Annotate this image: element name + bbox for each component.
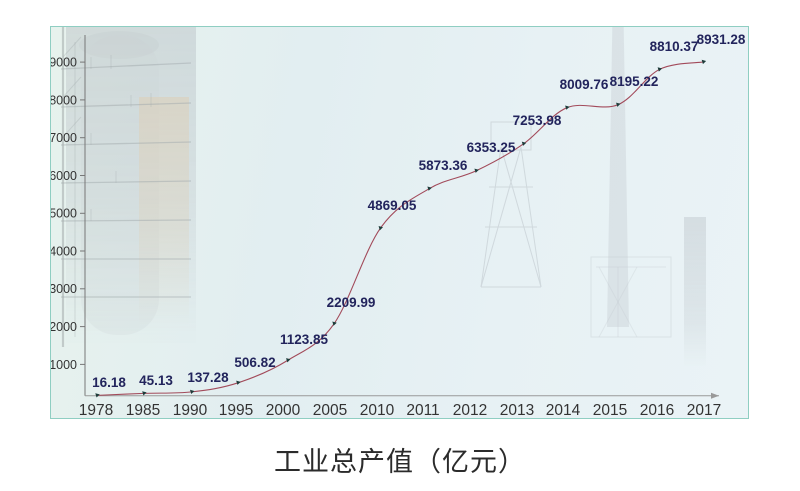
svg-text:8931.28: 8931.28 xyxy=(697,32,746,47)
svg-text:8810.37: 8810.37 xyxy=(650,39,699,54)
svg-text:506.82: 506.82 xyxy=(234,355,275,370)
svg-text:16.18: 16.18 xyxy=(92,375,126,390)
svg-text:4869.05: 4869.05 xyxy=(368,198,417,213)
svg-text:1123.85: 1123.85 xyxy=(280,332,329,347)
svg-text:137.28: 137.28 xyxy=(187,370,229,385)
svg-text:6353.25: 6353.25 xyxy=(467,140,516,155)
svg-text:7253.98: 7253.98 xyxy=(513,113,562,128)
svg-text:45.13: 45.13 xyxy=(139,373,173,388)
svg-text:8195.22: 8195.22 xyxy=(610,74,659,89)
svg-text:2209.99: 2209.99 xyxy=(327,295,376,310)
svg-text:8009.76: 8009.76 xyxy=(560,77,609,92)
svg-text:5873.36: 5873.36 xyxy=(419,158,468,173)
